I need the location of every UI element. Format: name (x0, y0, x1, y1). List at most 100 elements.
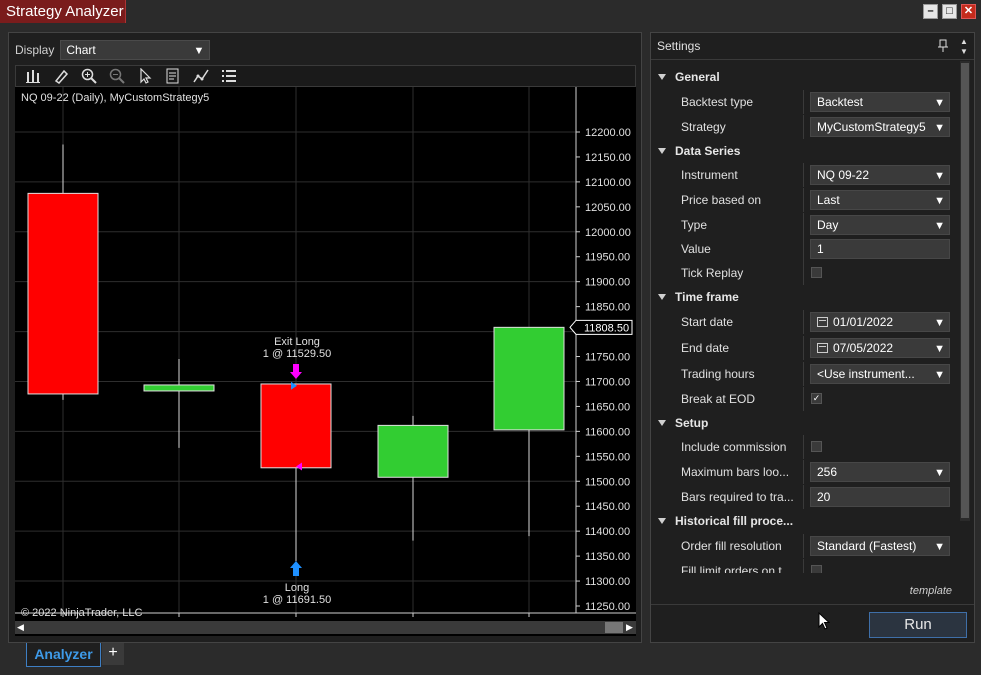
y-tick-label: 11600.00 (585, 426, 630, 438)
scroll-right-icon[interactable]: ▶ (626, 622, 633, 632)
pin-icon[interactable] (938, 39, 948, 53)
panel-scroll-arrows[interactable]: ▲ ▼ (960, 37, 968, 56)
display-label: Display (15, 43, 55, 57)
current-price-label: 11808.50 (584, 322, 629, 334)
prop-label: Trading hours (681, 367, 755, 381)
start-date-picker[interactable]: 01/01/2022 ▼ (810, 312, 950, 332)
current-price-marker (569, 319, 633, 335)
y-tick-label: 11250.00 (585, 601, 630, 613)
y-tick-label: 12100.00 (585, 177, 631, 189)
scroll-thumb[interactable] (605, 622, 623, 633)
prop-break-at-eod: Break at EOD ✓ (651, 387, 959, 411)
calendar-icon (817, 343, 828, 353)
instrument-select[interactable]: NQ 09-22 ▼ (810, 165, 950, 185)
tab-analyzer[interactable]: Analyzer (26, 643, 101, 667)
tick-replay-checkbox[interactable] (811, 267, 822, 278)
title-bar: Strategy Analyzer – □ ✕ (0, 0, 981, 24)
run-button[interactable]: Run (869, 612, 967, 638)
chevron-down-icon: ▼ (934, 97, 945, 109)
settings-scrollbar[interactable] (960, 61, 970, 521)
data-box-icon[interactable] (164, 67, 182, 85)
candle-body (260, 383, 332, 469)
prop-label: End date (681, 341, 730, 355)
entry-arrow-icon (290, 561, 302, 576)
run-area: Run (651, 604, 974, 644)
category-setup[interactable]: Setup (651, 411, 959, 435)
prop-label: Fill limit orders on t... (681, 564, 792, 573)
y-tick-label: 11950.00 (585, 252, 630, 264)
type-select[interactable]: Day ▼ (810, 215, 950, 235)
mouse-cursor-icon (818, 612, 830, 630)
exit-annotation-line1: Exit Long (274, 336, 320, 348)
chevron-down-icon: ▼ (934, 467, 945, 479)
horizontal-scrollbar[interactable]: ◀ ▶ (15, 621, 636, 634)
y-tick-label: 11850.00 (585, 302, 630, 314)
max-bars-select[interactable]: 256 ▼ (810, 462, 950, 482)
candle-body (493, 326, 565, 431)
zoom-out-icon[interactable] (108, 67, 126, 85)
break-at-eod-checkbox[interactable]: ✓ (811, 393, 822, 404)
list-icon[interactable] (220, 67, 238, 85)
strategy-select[interactable]: MyCustomStrategy5 ▼ (810, 117, 950, 137)
value-input[interactable]: 1 (810, 239, 950, 259)
price-based-on-select[interactable]: Last ▼ (810, 190, 950, 210)
category-time-frame[interactable]: Time frame (651, 285, 959, 309)
scroll-thumb[interactable] (961, 63, 969, 518)
bar-type-icon[interactable] (24, 67, 42, 85)
prop-instrument: Instrument NQ 09-22 ▼ (651, 163, 959, 187)
y-tick-label: 11750.00 (585, 352, 630, 364)
y-tick-label: 11350.00 (585, 551, 630, 563)
category-data-series[interactable]: Data Series (651, 139, 959, 163)
y-tick-label: 11700.00 (585, 376, 630, 388)
candle-body (377, 424, 449, 478)
pencil-icon[interactable] (52, 67, 70, 85)
expand-arrow-icon[interactable] (658, 294, 666, 300)
prop-max-bars: Maximum bars loo... 256 ▼ (651, 460, 959, 484)
prop-label: Instrument (681, 168, 738, 182)
prop-label: Include commission (681, 440, 787, 454)
prop-price-based-on: Price based on Last ▼ (651, 188, 959, 212)
y-tick-label: 11400.00 (585, 526, 630, 538)
settings-header: Settings ▲ ▼ (651, 33, 974, 60)
pointer-icon[interactable] (136, 67, 154, 85)
category-historical-fill[interactable]: Historical fill proce... (651, 509, 959, 533)
zoom-in-icon[interactable] (80, 67, 98, 85)
fill-limit-orders-checkbox[interactable] (811, 565, 822, 573)
settings-title: Settings (657, 39, 701, 53)
template-link[interactable]: template (909, 585, 952, 597)
prop-order-fill-resolution: Order fill resolution Standard (Fastest)… (651, 534, 959, 558)
trading-hours-select[interactable]: <Use instrument... ▼ (810, 364, 950, 384)
expand-arrow-icon[interactable] (658, 148, 666, 154)
prop-backtest-type: Backtest type Backtest ▼ (651, 90, 959, 114)
expand-arrow-icon[interactable] (658, 518, 666, 524)
maximize-button[interactable]: □ (942, 4, 957, 19)
include-commission-checkbox[interactable] (811, 441, 822, 452)
category-label: Data Series (675, 144, 741, 158)
candle-body (143, 384, 215, 392)
backtest-type-select[interactable]: Backtest ▼ (810, 92, 950, 112)
expand-arrow-icon[interactable] (658, 420, 666, 426)
order-fill-resolution-select[interactable]: Standard (Fastest) ▼ (810, 536, 950, 556)
display-select[interactable]: Chart ▼ (60, 40, 211, 60)
price-chart[interactable]: 12200.00 12150.00 12100.00 12050.00 12000.00… (15, 87, 636, 636)
prop-label: Tick Replay (681, 266, 744, 280)
prop-label: Bars required to tra... (681, 490, 794, 504)
add-tab-button[interactable]: + (102, 643, 124, 665)
end-date-picker[interactable]: 07/05/2022 ▼ (810, 338, 950, 358)
exit-price-marker (296, 462, 302, 471)
prop-label: Type (681, 218, 708, 232)
chevron-down-icon: ▼ (934, 220, 945, 232)
entry-price-marker (291, 381, 297, 390)
bars-required-input[interactable]: 20 (810, 487, 950, 507)
bottom-tabs: Analyzer + (26, 643, 124, 669)
y-tick-label: 11550.00 (585, 451, 630, 463)
category-general[interactable]: General (651, 65, 959, 89)
close-button[interactable]: ✕ (961, 4, 976, 19)
chart-canvas: 12200.00 12150.00 12100.00 12050.00 12000.00… (15, 87, 636, 634)
indicators-icon[interactable] (192, 67, 210, 85)
minimize-button[interactable]: – (923, 4, 938, 19)
scroll-left-icon[interactable]: ◀ (17, 622, 24, 632)
prop-type: Type Day ▼ (651, 213, 959, 237)
expand-arrow-icon[interactable] (658, 74, 666, 80)
y-tick-label: 12000.00 (585, 227, 631, 239)
